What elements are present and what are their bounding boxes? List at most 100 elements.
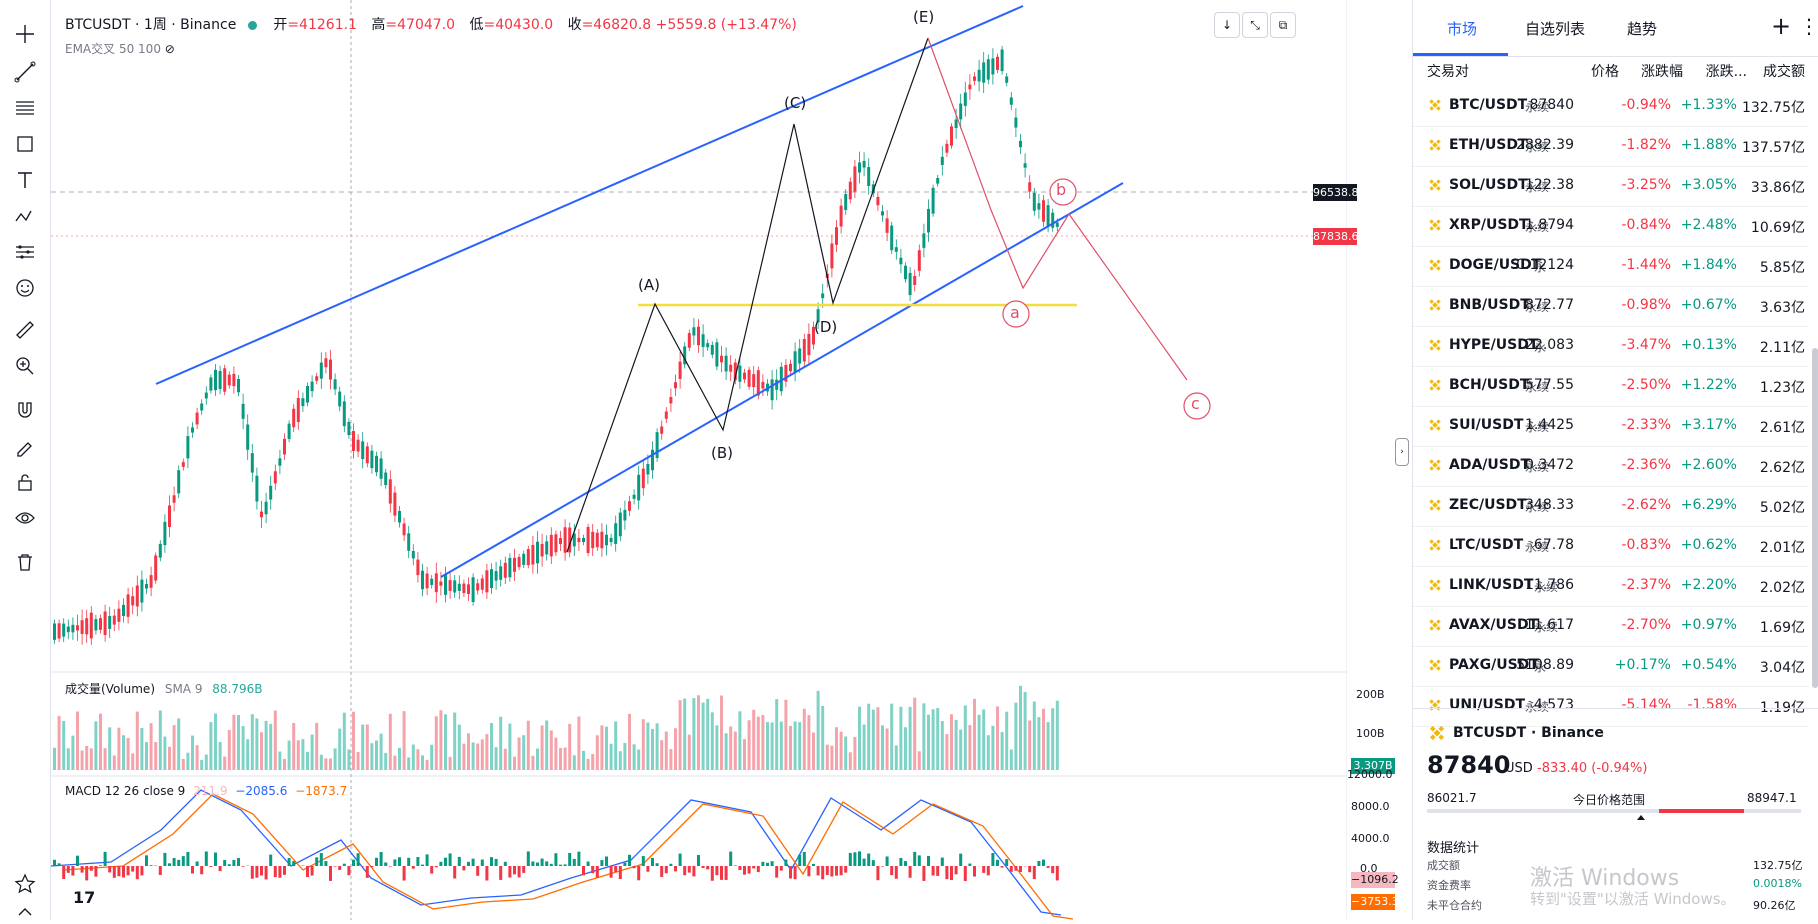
macd-histogram-bar <box>1042 860 1045 866</box>
header-change2[interactable]: 涨跌... <box>1697 58 1747 86</box>
candle <box>306 386 309 403</box>
upper-channel-line[interactable] <box>156 6 1023 384</box>
macd-histogram-bar <box>646 866 649 872</box>
collapse-icon[interactable] <box>13 900 37 924</box>
panel-toggle-icon[interactable]: › <box>1395 438 1409 466</box>
trash-icon[interactable] <box>13 550 37 574</box>
pattern-icon[interactable] <box>13 204 37 228</box>
pair-name[interactable]: SUI/USDT <box>1449 417 1523 433</box>
header-pair[interactable]: 交易对 <box>1427 58 1469 86</box>
macd-histogram-bar <box>58 863 61 866</box>
wave-label-b: b <box>1056 180 1066 199</box>
eye-icon[interactable] <box>13 506 37 530</box>
pair-price: 1.4425 <box>1525 417 1574 433</box>
trend-line-icon[interactable] <box>13 60 37 84</box>
ema-legend[interactable]: EMA交叉 50 100 ⊘ <box>65 40 175 57</box>
unlock-icon[interactable] <box>13 470 37 494</box>
pair-name[interactable]: XRP/USDT <box>1449 217 1529 233</box>
lock-drawing-icon[interactable] <box>13 434 37 458</box>
header-price[interactable]: 价格 <box>1573 58 1619 86</box>
eye-off-icon[interactable]: ⊘ <box>165 42 175 56</box>
pair-volume: 2.61亿 <box>1760 417 1805 437</box>
more-menu-icon[interactable]: ⋮ <box>1799 14 1818 38</box>
pair-name[interactable]: ADA/USDT <box>1449 457 1530 473</box>
scroll-down-button[interactable]: ↓ <box>1214 12 1240 38</box>
emoji-icon[interactable] <box>13 276 37 300</box>
magnet-icon[interactable] <box>13 398 37 422</box>
pair-change: -2.37% <box>1621 577 1671 593</box>
pair-name[interactable]: BNB/USDT <box>1449 297 1530 313</box>
scroll-thumb[interactable] <box>1812 348 1818 688</box>
lower-channel-line[interactable] <box>441 183 1123 577</box>
candle <box>821 293 824 298</box>
pair-name[interactable]: BCH/USDT <box>1449 377 1529 393</box>
macd-histogram-bar <box>853 852 856 866</box>
ruler-icon[interactable] <box>13 318 37 342</box>
pair-name[interactable]: BTC/USDT <box>1449 97 1527 113</box>
zoom-in-icon[interactable] <box>13 354 37 378</box>
tab-market[interactable]: 市场 <box>1447 18 1477 39</box>
pair-name[interactable]: LINK/USDT <box>1449 577 1533 593</box>
binance-coin-icon <box>1427 537 1443 553</box>
text-icon[interactable] <box>13 168 37 192</box>
candle <box>223 368 226 391</box>
price-chart[interactable]: 130000.0120000.0110000.0100000.090000.08… <box>51 0 1347 920</box>
volume-bar <box>890 704 893 770</box>
volume-bar <box>688 735 691 770</box>
candle <box>715 342 718 366</box>
macd-histogram-bar <box>922 866 925 881</box>
restore-button[interactable]: ⧉ <box>1270 12 1296 38</box>
macd-tick-8000: 8000.0 <box>1351 800 1390 813</box>
tab-trend[interactable]: 趋势 <box>1627 18 1657 39</box>
watchlist-scrollbar[interactable] <box>1811 58 1818 708</box>
add-icon[interactable]: + <box>1771 12 1791 40</box>
crosshair-icon[interactable] <box>13 22 37 46</box>
pair-price: 2882.39 <box>1516 137 1574 153</box>
fib-icon[interactable] <box>13 96 37 120</box>
rectangle-icon[interactable] <box>13 132 37 156</box>
volume-bar <box>237 715 240 770</box>
maximize-button[interactable]: ⤡ <box>1242 12 1268 38</box>
chart-area[interactable]: 130000.0120000.0110000.0100000.090000.08… <box>51 0 1347 920</box>
candle <box>890 226 893 251</box>
volume-bar <box>283 759 286 770</box>
pair-price: 0.3472 <box>1525 457 1574 473</box>
tradingview-logo[interactable]: 17 <box>73 888 107 912</box>
star-icon[interactable] <box>13 872 37 896</box>
candle <box>228 375 231 386</box>
candle <box>642 469 645 488</box>
volume-bar <box>669 749 672 770</box>
tab-watchlist[interactable]: 自选列表 <box>1525 18 1585 39</box>
volume-bar <box>416 749 419 770</box>
header-volume[interactable]: 成交额 <box>1753 58 1805 86</box>
pair-name[interactable]: ZEC/USDT <box>1449 497 1527 513</box>
pair-name[interactable]: LTC/USDT <box>1449 537 1523 553</box>
symbol-title[interactable]: BTCUSDT · 1周 · Binance <box>65 17 236 33</box>
wave-path[interactable] <box>567 38 928 552</box>
measure-icon[interactable] <box>13 240 37 264</box>
candle <box>559 538 562 544</box>
header-change[interactable]: 涨跌幅 <box>1627 58 1683 86</box>
projection-path[interactable] <box>928 38 1187 380</box>
macd-histogram-bar <box>651 858 654 866</box>
volume-bar <box>1047 722 1050 770</box>
volume-bar <box>232 715 235 770</box>
macd-histogram-bar <box>421 865 424 866</box>
pair-name[interactable]: SOL/USDT <box>1449 177 1528 193</box>
candle <box>449 580 452 591</box>
